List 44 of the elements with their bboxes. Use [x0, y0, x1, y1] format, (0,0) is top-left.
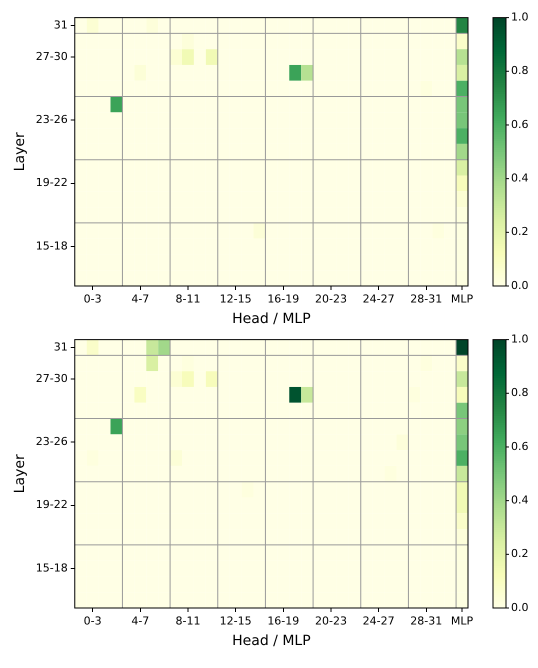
color-bar-label: 0.6	[511, 118, 528, 131]
color-bar-label: 0.4	[511, 172, 528, 184]
color-bar-label: 1.0	[511, 332, 528, 346]
color-bar-label: 0.4	[511, 494, 528, 506]
x-tick-label: 28-31	[410, 292, 442, 306]
y-tick-label: 31	[54, 340, 68, 354]
y-axis-title: Layer	[12, 132, 28, 172]
x-tick-label: 28-31	[410, 614, 442, 628]
y-tick-label: 27-30	[36, 372, 68, 385]
y-tick-label: 23-26	[36, 435, 68, 448]
x-tick-label: 16-19	[267, 292, 300, 306]
x-tick-label: 8-11	[175, 292, 200, 306]
color-bar-label: 0.2	[511, 225, 528, 238]
y-tick-label: 31	[54, 18, 68, 32]
x-tick-label: 12-15	[220, 614, 252, 628]
color-bar-label: 0.8	[511, 64, 528, 78]
x-axis-title: Head / MLP	[232, 633, 311, 650]
x-tick-label: 12-15	[220, 292, 252, 306]
color-bar-label: 1.0	[511, 10, 528, 24]
y-tick-label: 15-18	[36, 239, 68, 252]
x-tick-label: 20-23	[314, 614, 347, 628]
x-tick-label: 20-23	[314, 292, 347, 306]
color-bar-label: 0.0	[511, 600, 528, 614]
x-tick-label: MLP	[450, 614, 474, 628]
x-tick-label: 24-27	[362, 614, 395, 628]
color-bar-label: 0.6	[511, 440, 528, 453]
x-tick-label: 24-27	[362, 292, 395, 306]
x-tick-label: 4-7	[131, 614, 150, 628]
y-tick-label: 19-22	[36, 498, 68, 512]
x-tick-label: 16-19	[267, 614, 300, 628]
y-tick-label: 23-26	[36, 113, 68, 126]
y-axis-title: Layer	[12, 454, 28, 494]
y-tick-label: 19-22	[36, 176, 68, 190]
color-bar-label: 0.0	[511, 278, 528, 292]
x-tick-label: 8-11	[175, 614, 200, 628]
x-axis-title: Head / MLP	[232, 311, 311, 328]
color-bar-label: 0.2	[511, 547, 528, 560]
y-tick-label: 15-18	[36, 561, 68, 574]
y-tick-label: 27-30	[36, 50, 68, 63]
x-tick-label: 0-3	[84, 614, 102, 628]
x-tick-label: 4-7	[131, 292, 150, 306]
x-tick-label: MLP	[450, 292, 474, 306]
color-bar-label: 0.8	[511, 386, 528, 400]
x-tick-label: 0-3	[84, 292, 102, 306]
